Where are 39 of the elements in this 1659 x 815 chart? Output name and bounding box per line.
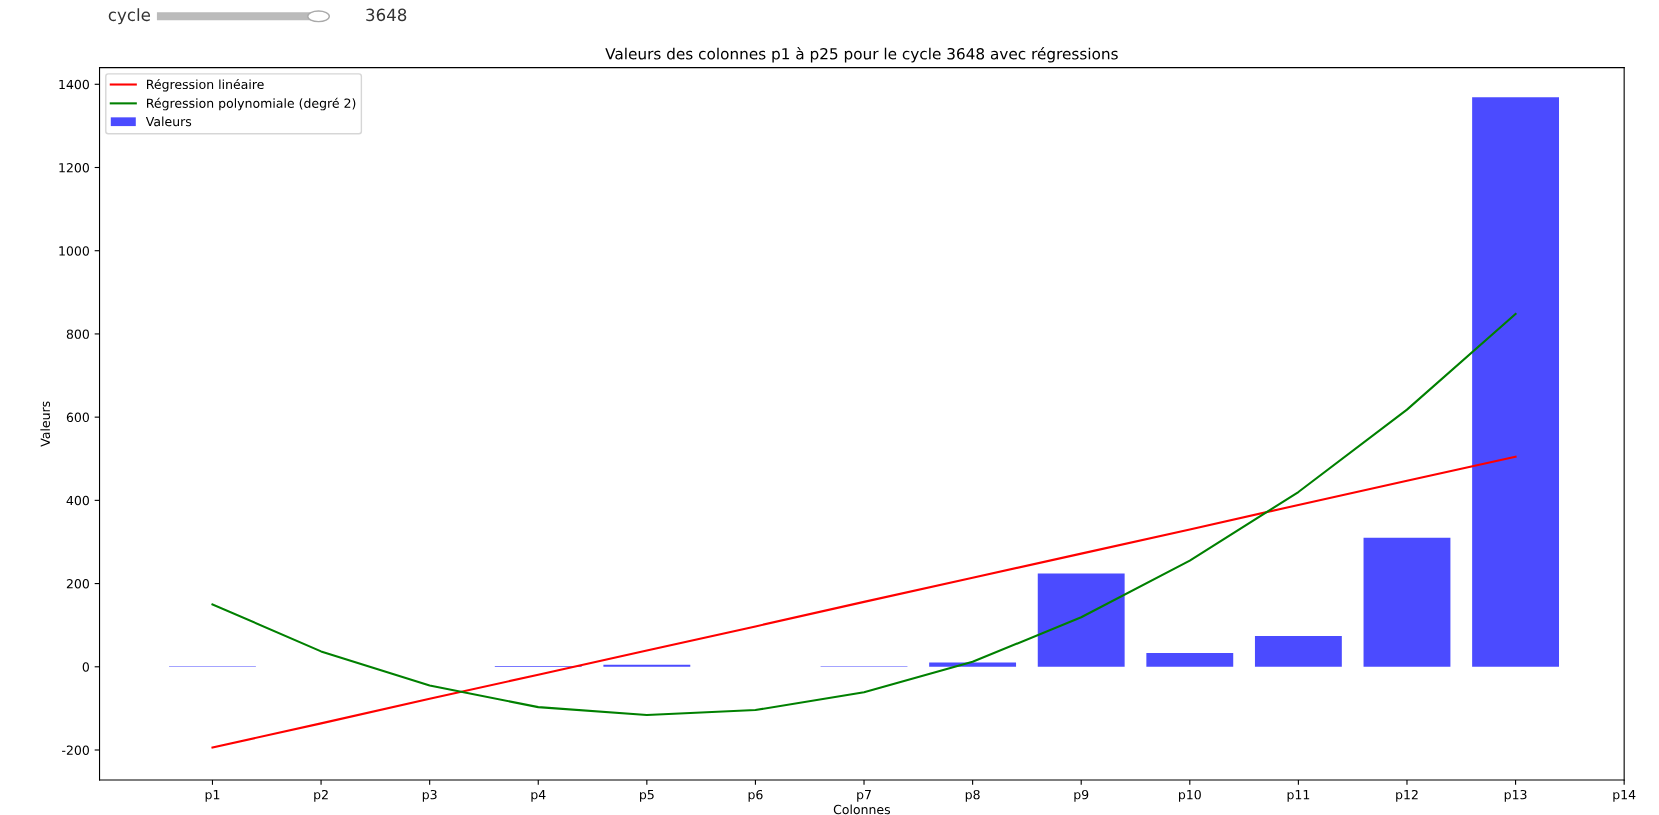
y-tick-label: -200 [62, 745, 89, 755]
y-tick-label: 1000 [59, 246, 89, 256]
chart-title: Valeurs des colonnes p1 à p25 pour le cycle 3648 avec régressions [605, 47, 1118, 63]
y-tick-label: 1400 [59, 79, 89, 90]
y-tick-label: 600 [66, 412, 89, 423]
legend-label: Régression linéaire [147, 78, 264, 92]
y-tick-label: 400 [66, 495, 89, 506]
bar [1254, 636, 1342, 667]
x-tick-label: p3 [422, 789, 437, 802]
line-series [211, 455, 1517, 749]
legend-label: Valeurs [145, 116, 192, 127]
x-tick-label: p11 [1287, 790, 1310, 802]
x-tick-label: p7 [857, 790, 871, 802]
bar [603, 664, 691, 667]
y-tick-label: 1200 [59, 162, 89, 173]
x-tick-label: p1 [205, 790, 220, 802]
x-tick-label: p2 [314, 789, 328, 802]
x-tick-label: p4 [531, 790, 546, 802]
y-axis-title: Valeurs [40, 401, 51, 447]
x-tick-label: p14 [1613, 790, 1636, 802]
text: cycle [108, 8, 151, 25]
legend-label: Régression polynomiale (degré 2) [147, 97, 356, 111]
x-tick-label: p6 [748, 789, 763, 802]
y-tick-label: 800 [66, 329, 89, 339]
bar [1037, 573, 1125, 667]
bar [1146, 653, 1234, 667]
y-tick-label: 0 [82, 662, 89, 672]
x-axis-title: Colonnes [833, 804, 891, 815]
x-tick-label: p12 [1396, 789, 1418, 802]
x-tick-label: p8 [965, 789, 980, 802]
x-tick-label: p13 [1504, 789, 1527, 802]
x-tick-label: p5 [640, 790, 654, 802]
text: 3648 [366, 8, 407, 22]
x-tick-label: p10 [1179, 789, 1201, 802]
line-series [211, 312, 1517, 717]
bar [1472, 97, 1560, 667]
x-tick-label: p9 [1074, 789, 1089, 802]
bar [1363, 537, 1451, 667]
y-tick-label: 200 [66, 579, 89, 589]
